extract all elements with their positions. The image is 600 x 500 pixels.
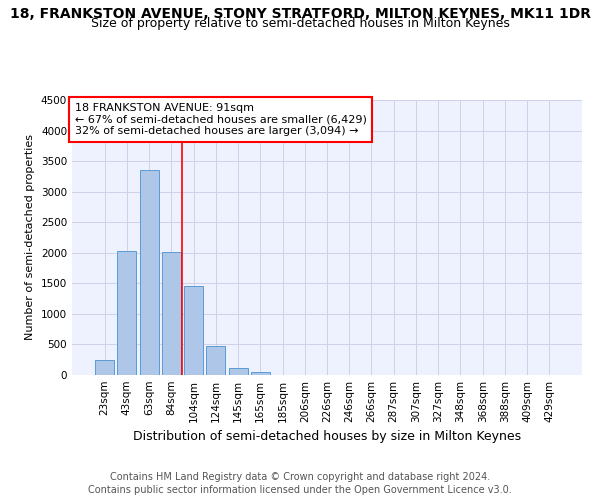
Bar [184, 286, 203, 375]
Text: Contains public sector information licensed under the Open Government Licence v3: Contains public sector information licen… [88, 485, 512, 495]
Bar [251, 372, 270, 375]
Bar [140, 170, 158, 375]
Bar [162, 252, 181, 375]
Text: 18, FRANKSTON AVENUE, STONY STRATFORD, MILTON KEYNES, MK11 1DR: 18, FRANKSTON AVENUE, STONY STRATFORD, M… [10, 8, 590, 22]
Bar [229, 368, 248, 375]
Text: 18 FRANKSTON AVENUE: 91sqm
← 67% of semi-detached houses are smaller (6,429)
32%: 18 FRANKSTON AVENUE: 91sqm ← 67% of semi… [74, 103, 367, 136]
Bar [206, 346, 225, 375]
Bar [95, 360, 114, 375]
Y-axis label: Number of semi-detached properties: Number of semi-detached properties [25, 134, 35, 340]
X-axis label: Distribution of semi-detached houses by size in Milton Keynes: Distribution of semi-detached houses by … [133, 430, 521, 444]
Bar [118, 251, 136, 375]
Text: Size of property relative to semi-detached houses in Milton Keynes: Size of property relative to semi-detach… [91, 18, 509, 30]
Text: Contains HM Land Registry data © Crown copyright and database right 2024.: Contains HM Land Registry data © Crown c… [110, 472, 490, 482]
